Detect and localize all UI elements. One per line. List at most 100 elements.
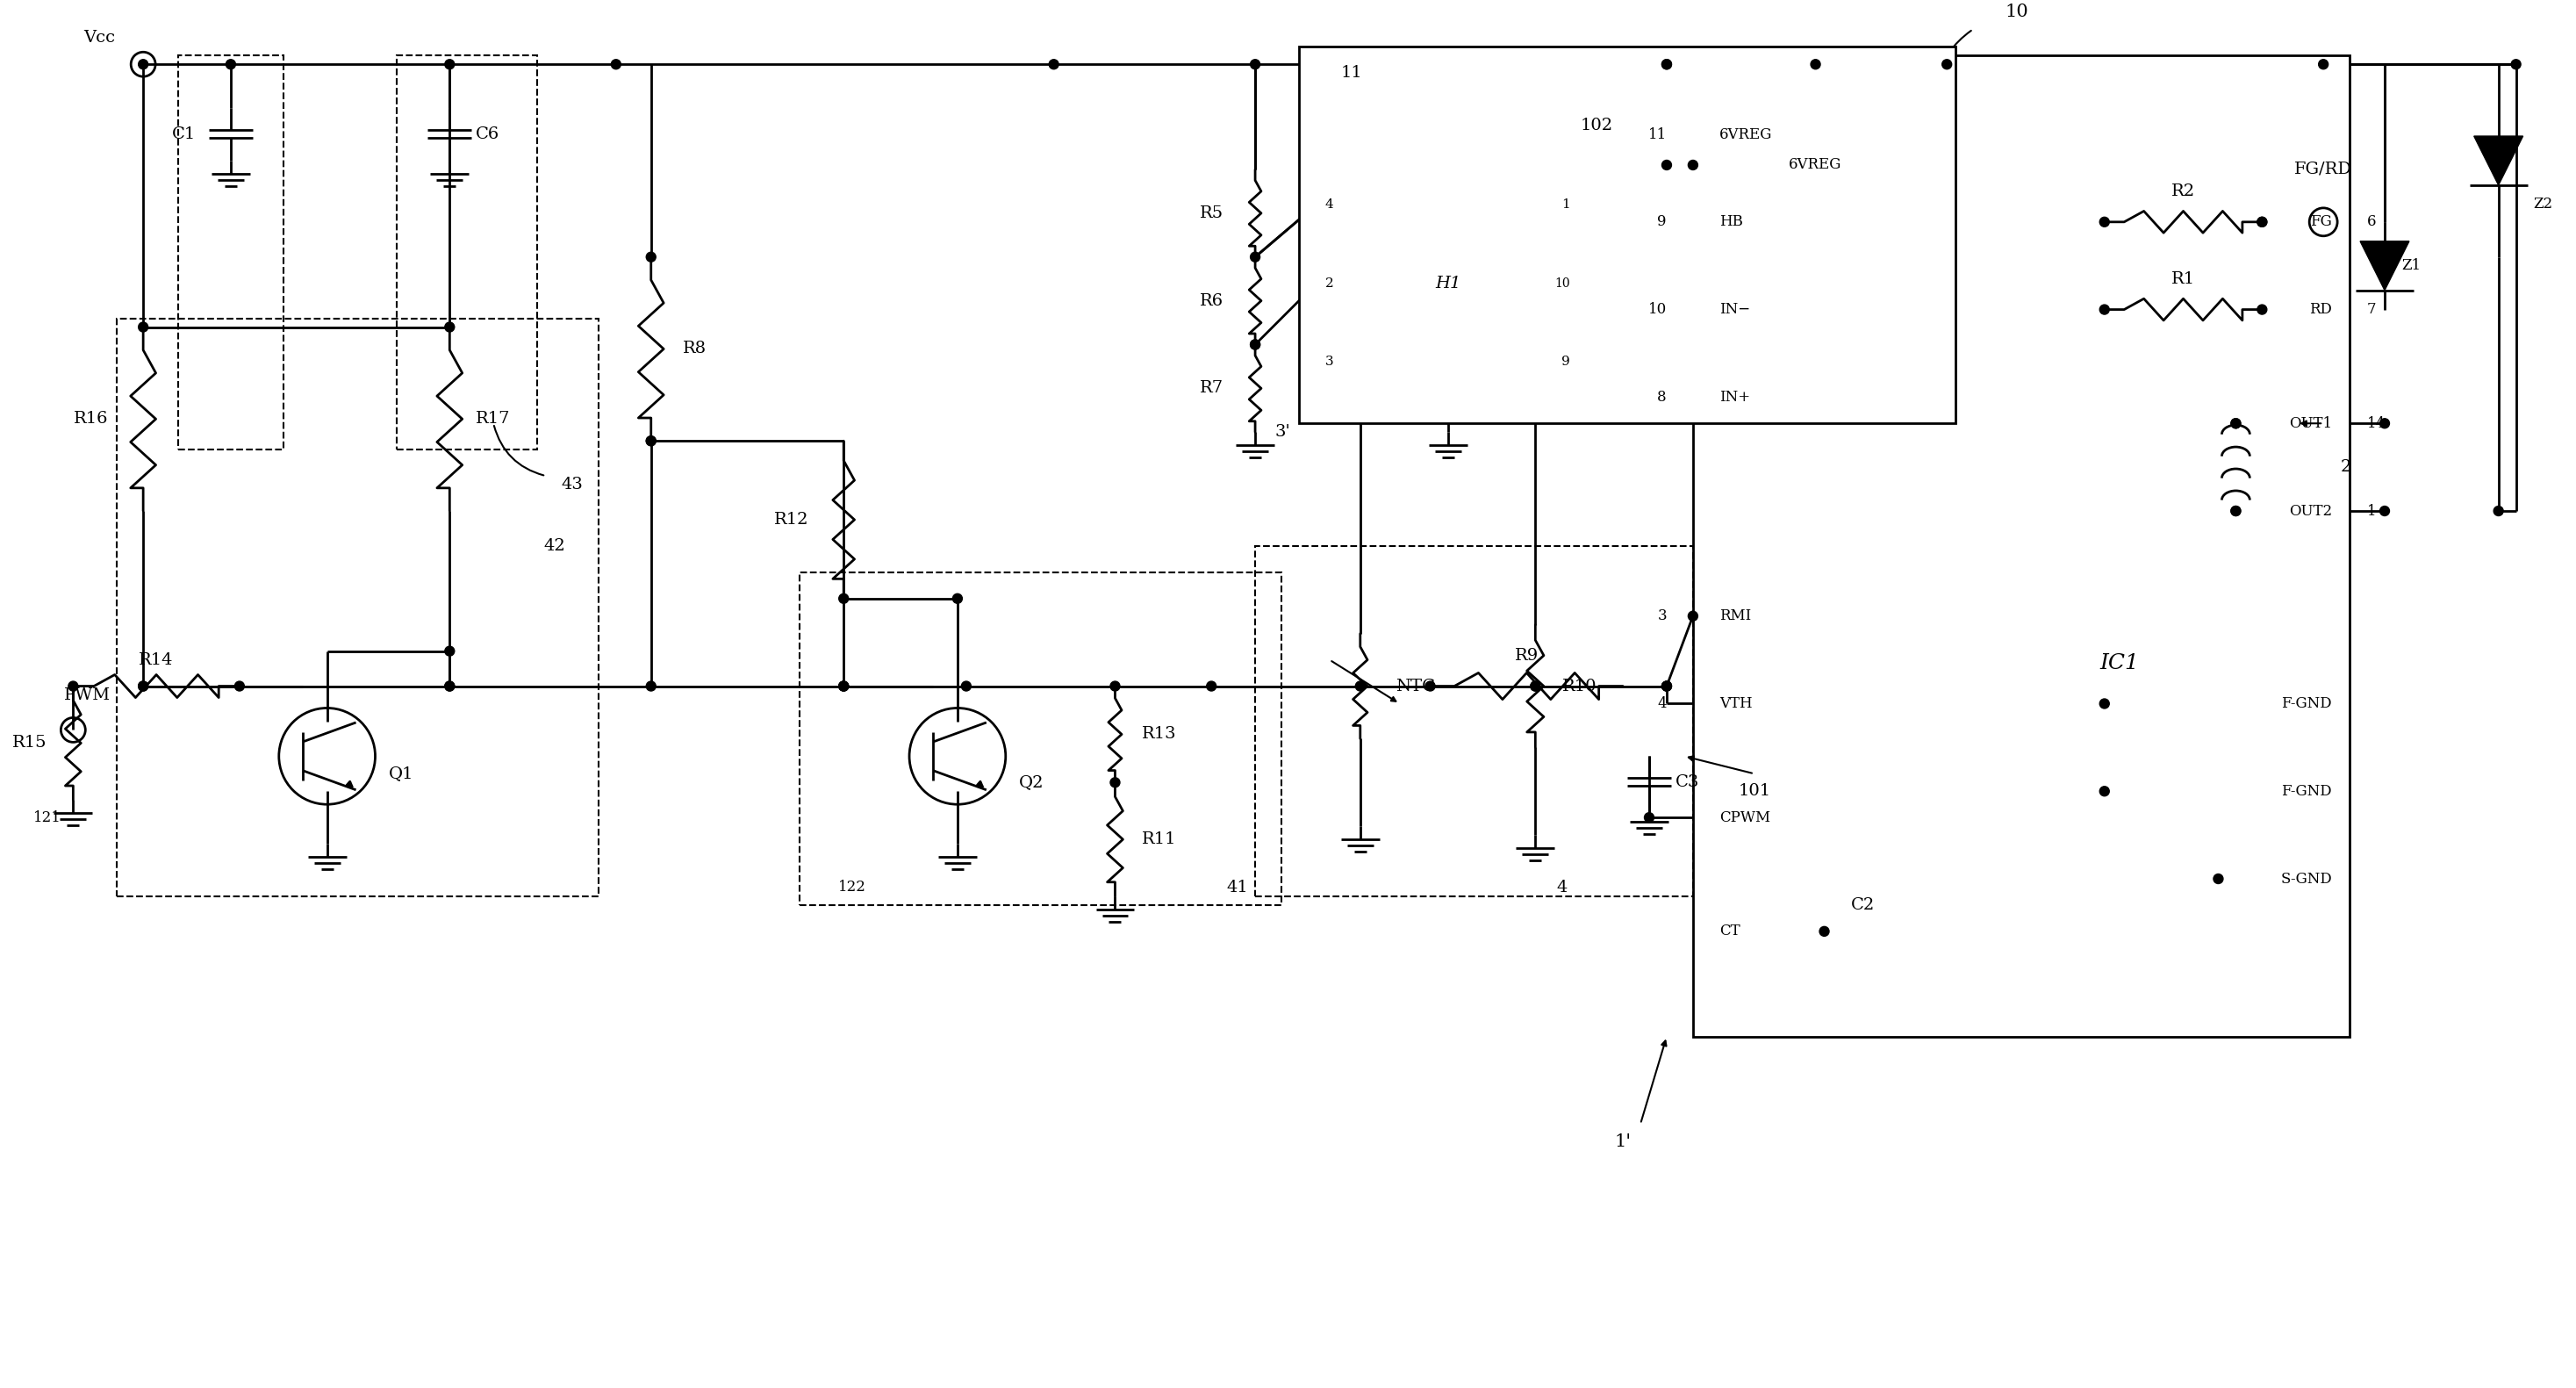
Circle shape xyxy=(1662,160,1672,169)
Circle shape xyxy=(1530,682,1540,691)
Text: R1: R1 xyxy=(2172,271,2195,287)
Text: 6: 6 xyxy=(2367,215,2375,229)
Text: RD: RD xyxy=(2311,303,2331,316)
Bar xyxy=(1255,545,1692,897)
Text: 9: 9 xyxy=(1656,215,1667,229)
Circle shape xyxy=(446,682,453,691)
Text: R8: R8 xyxy=(683,341,706,357)
Text: VTH: VTH xyxy=(1718,697,1752,711)
Circle shape xyxy=(2099,305,2110,314)
Circle shape xyxy=(840,682,848,691)
Text: 6VREG: 6VREG xyxy=(1718,126,1772,142)
Circle shape xyxy=(840,682,848,691)
Circle shape xyxy=(139,682,147,691)
Circle shape xyxy=(234,682,245,691)
Bar xyxy=(1316,161,1579,405)
Text: Q2: Q2 xyxy=(1018,775,1043,790)
Text: 3': 3' xyxy=(1275,425,1291,440)
Text: R9: R9 xyxy=(1515,648,1538,663)
Text: 11: 11 xyxy=(1340,65,1363,81)
Text: R13: R13 xyxy=(1141,726,1177,743)
Polygon shape xyxy=(2473,136,2522,185)
Circle shape xyxy=(1048,60,1059,69)
Circle shape xyxy=(1942,60,1953,69)
Circle shape xyxy=(139,60,147,69)
Text: 14: 14 xyxy=(2367,416,2385,430)
Text: IN−: IN− xyxy=(1718,303,1749,316)
Text: 11: 11 xyxy=(1649,126,1667,142)
Circle shape xyxy=(1530,682,1540,691)
Text: 1: 1 xyxy=(2367,504,2378,519)
Circle shape xyxy=(1819,927,1829,936)
Circle shape xyxy=(2231,419,2241,429)
Text: R16: R16 xyxy=(72,411,108,428)
Text: 42: 42 xyxy=(544,539,567,554)
Text: 3: 3 xyxy=(1656,608,1667,623)
Text: Q1: Q1 xyxy=(389,766,412,781)
Text: Z1: Z1 xyxy=(2401,258,2421,273)
Text: R12: R12 xyxy=(773,512,809,527)
Circle shape xyxy=(1110,682,1121,691)
Text: F-GND: F-GND xyxy=(2282,697,2331,711)
Circle shape xyxy=(2380,507,2391,516)
Text: 1: 1 xyxy=(1561,198,1571,211)
Circle shape xyxy=(1249,340,1260,350)
Circle shape xyxy=(1355,682,1365,691)
Circle shape xyxy=(647,682,657,691)
Text: 122: 122 xyxy=(837,880,866,895)
Text: 3: 3 xyxy=(1324,355,1334,368)
Circle shape xyxy=(1662,60,1672,69)
Bar xyxy=(801,572,1280,905)
Text: 4: 4 xyxy=(1556,880,1566,895)
Circle shape xyxy=(1110,777,1121,787)
Text: 1': 1' xyxy=(1615,1133,1631,1149)
Circle shape xyxy=(2512,60,2522,69)
Text: R11: R11 xyxy=(1141,831,1177,847)
Circle shape xyxy=(2099,217,2110,226)
Text: CPWM: CPWM xyxy=(1718,811,1770,824)
Circle shape xyxy=(1249,253,1260,262)
Text: R14: R14 xyxy=(139,652,173,668)
Text: OUT2: OUT2 xyxy=(2290,504,2331,519)
Text: 7: 7 xyxy=(2367,303,2378,316)
Text: R7: R7 xyxy=(1200,380,1224,396)
Circle shape xyxy=(2257,217,2267,226)
Text: 9: 9 xyxy=(1561,355,1571,368)
Text: 10: 10 xyxy=(2004,3,2030,19)
Text: 41: 41 xyxy=(1226,880,1249,895)
Circle shape xyxy=(2231,507,2241,516)
Text: NTC: NTC xyxy=(1396,679,1435,694)
Circle shape xyxy=(1206,682,1216,691)
Circle shape xyxy=(2380,419,2391,429)
Circle shape xyxy=(611,60,621,69)
Text: 10: 10 xyxy=(1556,278,1571,290)
Circle shape xyxy=(1687,611,1698,620)
Text: IC1: IC1 xyxy=(2099,654,2141,673)
Text: 2: 2 xyxy=(2342,459,2352,475)
Circle shape xyxy=(1662,682,1672,691)
Text: HB: HB xyxy=(1718,215,1744,229)
Text: Z2: Z2 xyxy=(2535,197,2553,212)
Text: R17: R17 xyxy=(477,411,510,428)
Circle shape xyxy=(2099,787,2110,797)
Circle shape xyxy=(446,60,453,69)
Text: F-GND: F-GND xyxy=(2282,784,2331,798)
Text: 101: 101 xyxy=(1739,783,1770,799)
Circle shape xyxy=(961,682,971,691)
Text: R6: R6 xyxy=(1200,293,1224,308)
Text: CT: CT xyxy=(1718,924,1739,938)
Circle shape xyxy=(1662,682,1672,691)
Text: 10: 10 xyxy=(1649,303,1667,316)
Circle shape xyxy=(2231,507,2241,516)
Circle shape xyxy=(2257,217,2267,226)
Bar xyxy=(397,56,538,450)
Circle shape xyxy=(840,594,848,604)
Circle shape xyxy=(2213,874,2223,884)
Text: 2: 2 xyxy=(1324,278,1334,290)
Text: 121: 121 xyxy=(33,811,62,824)
Text: R5: R5 xyxy=(1200,205,1224,221)
Circle shape xyxy=(446,322,453,332)
Circle shape xyxy=(647,436,657,446)
Text: RMI: RMI xyxy=(1718,608,1752,623)
Bar xyxy=(178,56,283,450)
